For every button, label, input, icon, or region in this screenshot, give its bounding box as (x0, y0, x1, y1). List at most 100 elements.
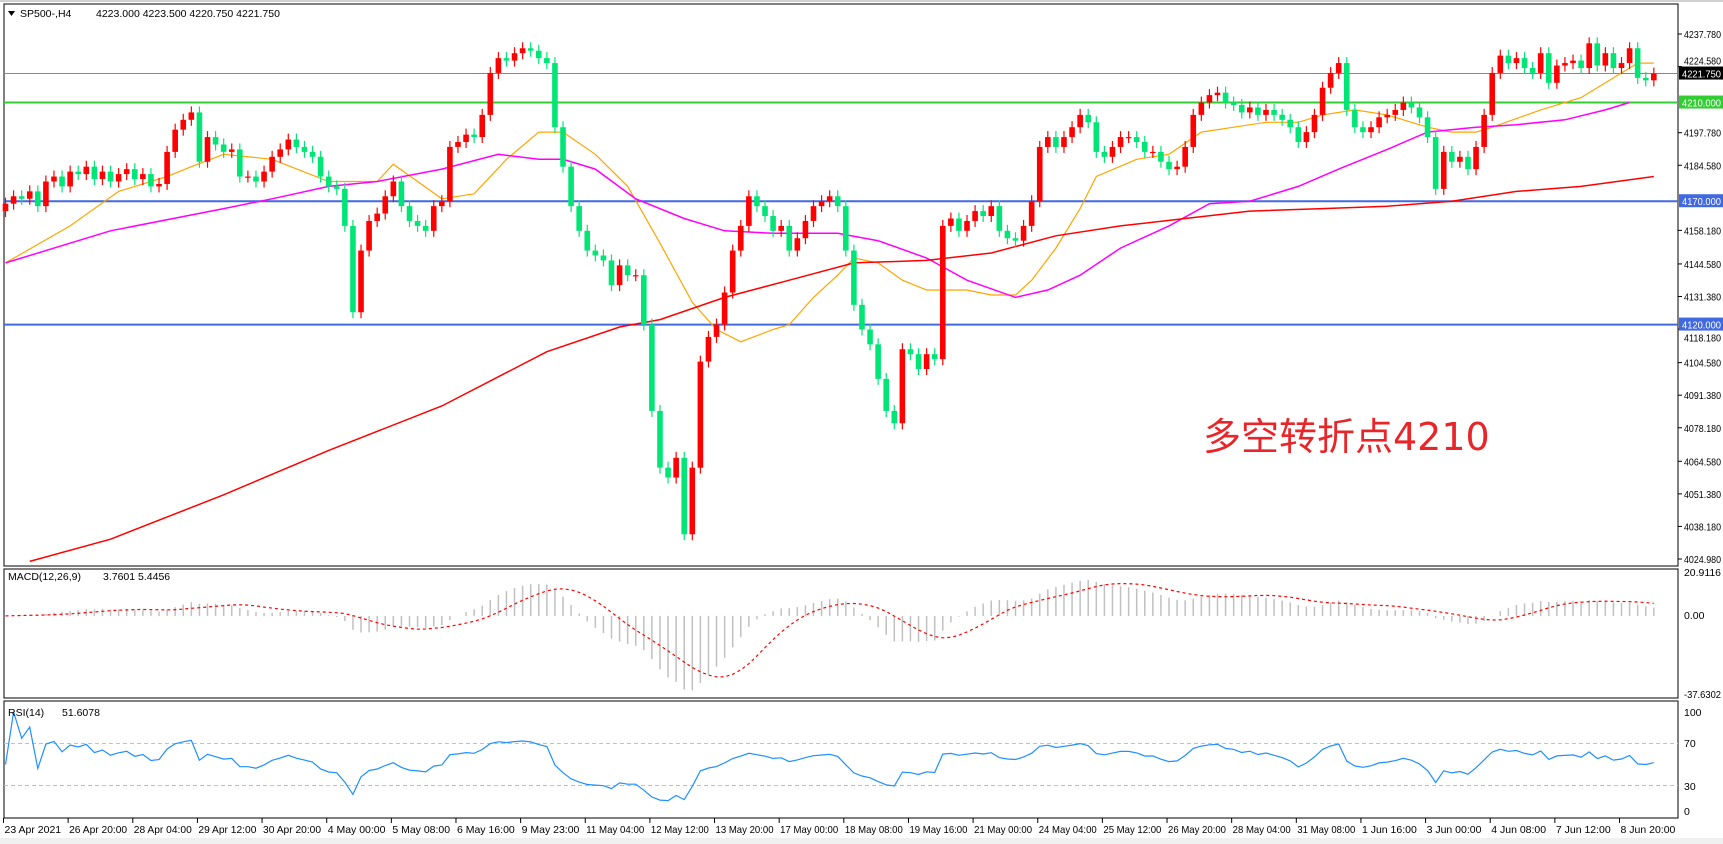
candle (390, 175, 397, 203)
candle-body (140, 174, 146, 180)
candle (447, 140, 453, 208)
candle (600, 249, 607, 267)
candle (511, 47, 518, 67)
candle (1473, 140, 1479, 176)
candle-body (285, 139, 292, 150)
candle (834, 190, 841, 213)
candle (1311, 108, 1318, 139)
candle (1424, 111, 1431, 144)
candle (1529, 61, 1536, 79)
candle (1360, 121, 1366, 139)
time-tick-label: 4 May 00:00 (328, 824, 386, 836)
candle (1335, 57, 1342, 79)
time-axis[interactable]: 23 Apr 2021 26 Apr 20:00 28 Apr 04:00 29 Ap… (3, 818, 1676, 836)
candle (826, 190, 833, 208)
candle (479, 108, 486, 144)
candle (697, 355, 704, 474)
candle (67, 165, 73, 193)
candle-body (1360, 127, 1366, 133)
time-tick-label: 9 May 23:00 (522, 824, 580, 836)
candle (1570, 54, 1576, 70)
candle-body (1109, 146, 1116, 157)
candle (374, 207, 380, 227)
candle-body (1610, 53, 1617, 68)
rsi-tick-0: 0 (1684, 806, 1690, 818)
candle (1513, 52, 1520, 70)
candle (560, 121, 566, 173)
candle (10, 190, 17, 210)
candle-body (245, 176, 251, 178)
candle-body (1247, 107, 1253, 113)
candle (26, 185, 33, 205)
candle-body (1214, 92, 1221, 96)
candle (1012, 232, 1019, 247)
candle (923, 348, 930, 375)
candle-body (10, 196, 17, 204)
level-price-label: 4120.000 (1682, 320, 1721, 332)
macd-tick-zero: 0.00 (1684, 610, 1705, 622)
candle (430, 200, 437, 237)
candle (188, 106, 195, 126)
candle-body (1570, 60, 1576, 64)
candle-body (883, 378, 890, 411)
candle-body (1061, 137, 1067, 147)
candle-body (1036, 146, 1043, 202)
time-tick-label: 17 May 00:00 (780, 824, 838, 836)
candle (51, 170, 57, 188)
candle-body (1376, 117, 1382, 128)
candle (883, 372, 890, 417)
candle (325, 170, 332, 193)
candle-body (261, 171, 267, 182)
candle-body (1392, 109, 1399, 115)
price-tick-label: 4104.580 (1684, 358, 1721, 370)
candle-body (83, 166, 90, 175)
main-price-panel[interactable] (3, 3, 1679, 567)
time-tick-label: 8 Jun 20:00 (1621, 824, 1676, 836)
triangle-down-icon[interactable] (8, 11, 15, 16)
candle (333, 180, 340, 195)
candle (35, 185, 41, 213)
candle-body (996, 206, 1003, 231)
time-tick-label: 5 May 08:00 (392, 824, 450, 836)
time-tick-label: 1 Jun 16:00 (1362, 824, 1417, 836)
price-tick-label: 4038.180 (1684, 521, 1721, 533)
candle-body (1586, 43, 1592, 68)
candle-body (35, 191, 41, 207)
candle (495, 52, 502, 79)
candle-body (487, 72, 494, 115)
candle (1028, 195, 1035, 232)
candle-body (681, 457, 688, 535)
candle (931, 348, 938, 366)
candle-body (67, 171, 73, 187)
level-price-tag (1679, 194, 1723, 208)
candle-body (1141, 142, 1148, 152)
candle (673, 451, 679, 484)
macd-panel[interactable] (3, 568, 1679, 699)
candle-body (317, 156, 324, 177)
candle (665, 461, 671, 484)
candle (1537, 47, 1544, 79)
candle (1465, 150, 1471, 176)
candle (899, 343, 906, 430)
candle-body (333, 186, 340, 189)
candle (519, 42, 526, 60)
candle-body (1101, 151, 1108, 157)
price-axis[interactable]: 4237.780 4224.580 4197.780 4184.580 4158.180… (1678, 29, 1723, 566)
candle (939, 219, 946, 366)
candle (1416, 101, 1423, 124)
candles (2, 37, 1657, 541)
candle-body (786, 225, 793, 251)
candle-body (1416, 107, 1423, 118)
candle-body (794, 238, 801, 251)
candle (172, 123, 178, 158)
candle-body (867, 329, 873, 345)
candle-body (277, 149, 284, 157)
candle (851, 244, 857, 311)
candle (406, 200, 413, 227)
candle (1457, 150, 1463, 168)
candle-body (1303, 132, 1310, 143)
level-price-label: 4210.000 (1682, 98, 1721, 110)
candle (988, 200, 995, 223)
candle (1020, 219, 1027, 247)
